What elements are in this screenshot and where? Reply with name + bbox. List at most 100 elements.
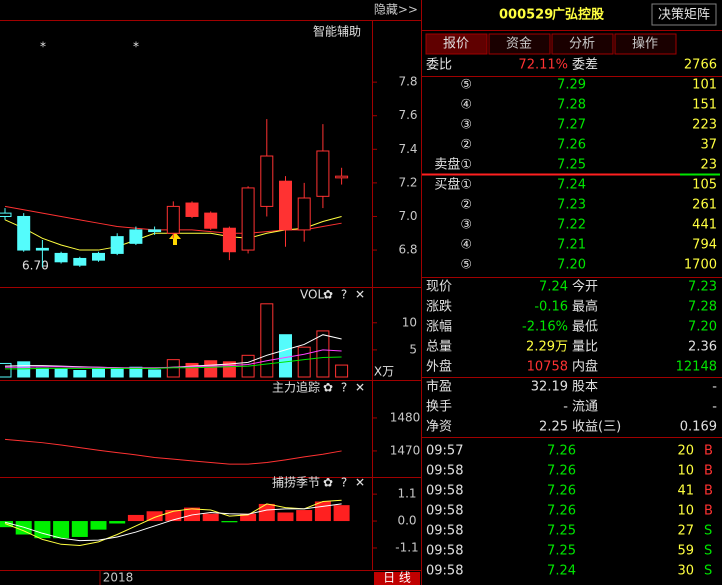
quote-value: 7.28 [688, 300, 717, 315]
quote-value: 2.29万 [526, 340, 568, 355]
panel-tool[interactable]: ✿ [323, 381, 333, 395]
quote-label: 总量 [426, 340, 452, 355]
fund-value: 0.169 [680, 420, 717, 435]
panel-tool[interactable]: ✿ [323, 476, 333, 490]
candle-body [110, 236, 124, 254]
period-button[interactable] [374, 572, 420, 585]
level-label: ③ [460, 218, 472, 233]
flow-line [4, 438, 342, 465]
volume-ma-line [5, 349, 342, 369]
season-bar [296, 510, 313, 522]
panel-tool[interactable]: ✕ [355, 288, 365, 302]
level-price: 7.24 [557, 178, 586, 193]
trade-volume: 30 [677, 564, 694, 579]
panel-tool[interactable]: ✕ [355, 381, 365, 395]
tab[interactable] [488, 33, 551, 55]
level-price: 7.20 [557, 258, 586, 273]
season-bar [53, 521, 70, 539]
quote-value: -0.16 [534, 300, 568, 315]
candle-body [204, 212, 218, 229]
quote-label: 涨跌 [426, 299, 452, 315]
season-bar [109, 521, 126, 524]
ratio-label: 委比 [426, 58, 452, 73]
tab[interactable] [551, 33, 614, 55]
candle-body [148, 229, 162, 233]
volume-bar [0, 362, 12, 378]
diff-label: 委差 [572, 58, 598, 73]
tab[interactable] [425, 33, 488, 55]
tab[interactable] [614, 33, 677, 55]
level-price: 7.27 [557, 118, 586, 133]
matrix-button[interactable] [651, 3, 717, 26]
panel-tool[interactable]: ? [341, 476, 347, 490]
panel-label: 捕捞季节 [272, 475, 320, 490]
panel-label: 主力追踪 [272, 380, 320, 395]
ratio-value: 72.11% [518, 58, 568, 73]
candle-body [222, 227, 236, 253]
y-tick-label: 7.2 [398, 175, 417, 189]
trade-time: 09:58 [426, 564, 463, 579]
level-price: 7.28 [557, 98, 586, 113]
candle-body [279, 180, 292, 231]
candle-body [260, 155, 274, 207]
trade-time: 09:58 [426, 464, 463, 479]
volume-bar [279, 334, 292, 378]
fund-value: 2.25 [539, 420, 568, 435]
panel-tool[interactable]: ? [341, 381, 347, 395]
season-bar [314, 501, 331, 522]
trade-volume: 20 [677, 444, 694, 459]
tab-label[interactable]: 分析 [569, 37, 595, 52]
level-price: 7.26 [557, 138, 586, 153]
candle-body [73, 257, 87, 266]
season-bar [146, 511, 163, 522]
y-tick-label: 0.0 [397, 514, 416, 528]
fund-label: 换手 [426, 400, 452, 415]
trade-volume: 59 [677, 544, 694, 559]
y-tick-label: 10 [402, 315, 417, 329]
volume-bar [204, 360, 218, 378]
season-bar [90, 521, 107, 530]
fund-value: - [712, 380, 717, 395]
level-volume: 23 [700, 158, 717, 173]
volume-bar [335, 364, 349, 378]
candle-body [335, 175, 349, 179]
panel-tool[interactable]: ✕ [355, 476, 365, 490]
trade-price: 7.26 [547, 504, 576, 519]
candle-body [17, 215, 31, 251]
fund-label: 流通 [572, 400, 598, 415]
fund-label: 净资 [426, 420, 452, 435]
y-tick-label: 7.6 [398, 108, 417, 122]
marker: * [40, 40, 46, 54]
fund-label: 收益(三) [572, 420, 621, 435]
trade-time: 09:57 [426, 444, 463, 459]
tab-label[interactable]: 报价 [443, 37, 469, 52]
unit-label: X万 [374, 365, 394, 379]
season-bar [202, 513, 219, 522]
stock-code: 000529 [499, 8, 553, 23]
level-label: ③ [460, 118, 472, 133]
candle-body [297, 197, 311, 231]
quote-label: 量比 [572, 340, 598, 355]
matrix-label: 决策矩阵 [658, 7, 710, 23]
trade-side: B [704, 484, 713, 499]
y-tick-label: 7.4 [398, 142, 417, 156]
panel-tool[interactable]: ? [341, 288, 347, 302]
fund-value: - [563, 400, 568, 415]
quote-label: 今开 [572, 279, 598, 295]
season-bar [240, 513, 257, 522]
season-bar [333, 505, 350, 522]
period-label: 日 线 [383, 571, 411, 585]
candle-body [185, 202, 199, 217]
fund-value: - [712, 400, 717, 415]
hide-button[interactable]: 隐藏>> [374, 3, 418, 17]
panel-tool[interactable]: ✿ [323, 288, 333, 302]
level-volume: 794 [692, 238, 717, 253]
tab-label[interactable]: 操作 [632, 36, 658, 52]
signal-arrow [169, 232, 181, 245]
trade-volume: 27 [677, 524, 694, 539]
y-tick-label: 7.0 [398, 209, 417, 223]
trade-price: 7.26 [547, 464, 576, 479]
tab-label[interactable]: 资金 [506, 36, 532, 52]
level-label: ④ [460, 98, 472, 113]
